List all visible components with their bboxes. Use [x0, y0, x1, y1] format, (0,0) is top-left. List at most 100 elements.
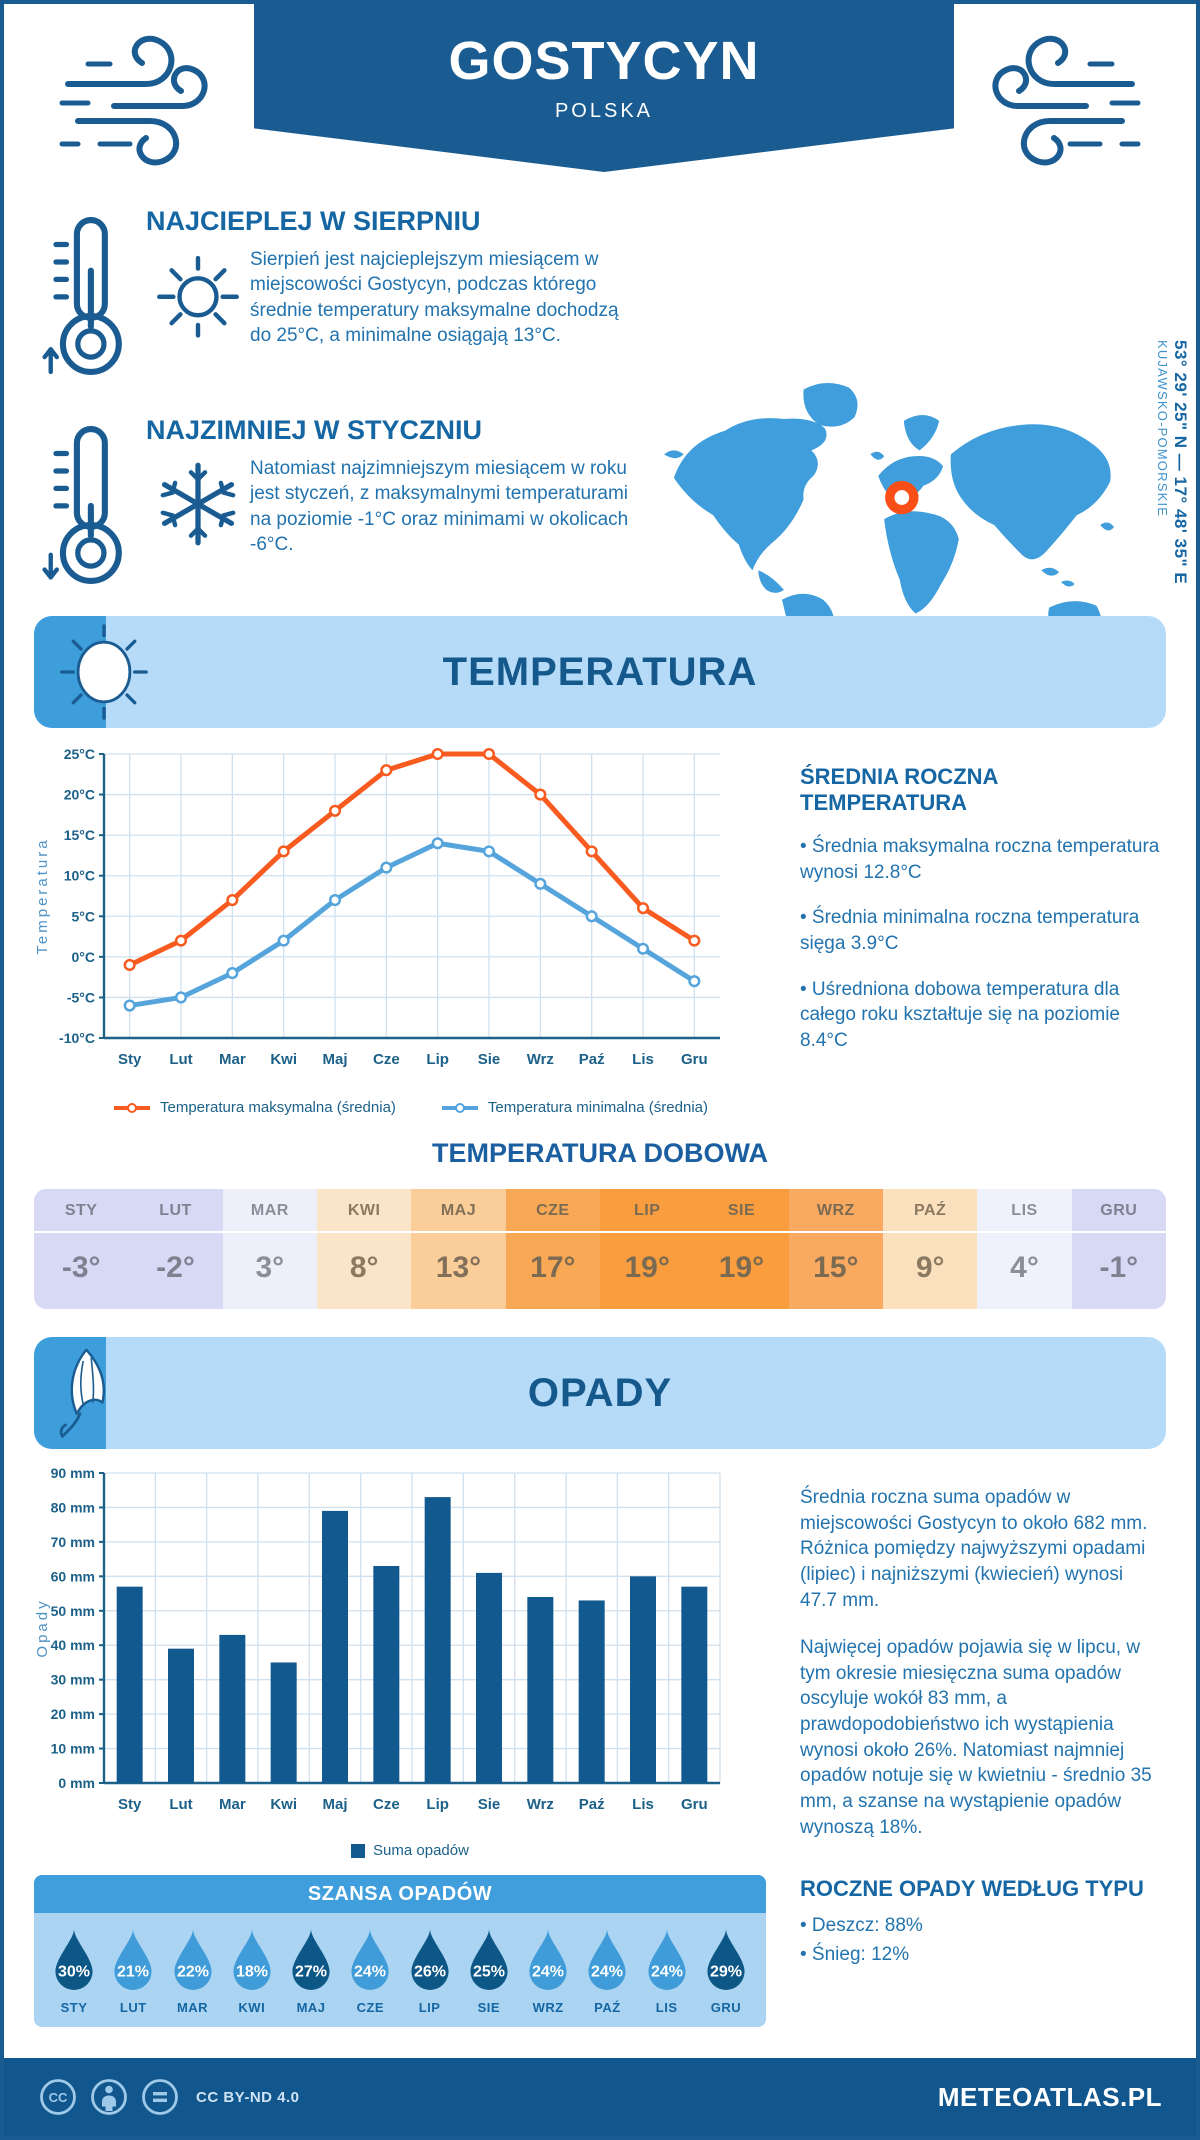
wind-icon	[54, 26, 214, 166]
svg-text:-5°C: -5°C	[67, 989, 95, 1005]
daily-temp-column: KWI 8°	[317, 1189, 412, 1309]
precipitation-chart-legend: Suma opadów	[34, 1842, 786, 1859]
chance-drop: 24% PAŹ	[579, 1927, 635, 2015]
cc-by-icon	[91, 2079, 127, 2115]
svg-text:Mar: Mar	[219, 1796, 246, 1813]
chance-month: MAR	[176, 2000, 209, 2015]
chance-month: CZE	[356, 2000, 385, 2015]
umbrella-banner-icon	[56, 1345, 136, 1446]
svg-text:0°C: 0°C	[72, 949, 96, 965]
daily-temp-value: -2°	[156, 1251, 195, 1284]
daily-temp-month: LUT	[128, 1189, 223, 1233]
daily-temp-month: WRZ	[788, 1189, 883, 1233]
svg-text:25%: 25%	[473, 1964, 505, 1981]
daily-temp-column: MAJ 13°	[411, 1189, 506, 1309]
temperature-chart: -10°C -5°C 0°C 5°C 10°C 15°C 20°C 25°C Sty Lut Mar…	[34, 738, 786, 1095]
precip-type-bullet: • Śnieg: 12%	[800, 1943, 910, 1965]
svg-text:10°C: 10°C	[64, 868, 95, 884]
daily-temp-month: STY	[34, 1189, 129, 1233]
chance-drop: 18% KWI	[224, 1927, 280, 2015]
sun-banner-icon	[56, 624, 152, 725]
chance-month: STY	[60, 2000, 88, 2015]
daily-temp-value: -3°	[61, 1251, 101, 1284]
coordinates-text: 53° 29' 25" N — 17° 48' 35" E	[1171, 340, 1190, 585]
svg-text:0 mm: 0 mm	[58, 1775, 95, 1791]
svg-text:Lis: Lis	[632, 1051, 654, 1068]
precipitation-banner: OPADY	[34, 1337, 1166, 1449]
svg-text:30 mm: 30 mm	[51, 1672, 95, 1688]
precipitation-chart: 0 mm 10 mm 20 mm 30 mm 40 mm 50 mm 60 mm 70 mm 8…	[34, 1459, 786, 1838]
daily-temp-month: LIS	[977, 1189, 1072, 1233]
svg-text:27%: 27%	[295, 1964, 327, 1981]
daily-temp-column: GRU -1°	[1071, 1189, 1166, 1309]
daily-temp-value: 8°	[349, 1251, 379, 1284]
daily-temp-month: GRU	[1071, 1189, 1166, 1233]
coldest-heading: NAJZIMNIEJ W STYCZNIU	[146, 415, 483, 445]
svg-text:Temperatura: Temperatura	[34, 837, 51, 954]
page-subtitle: POLSKA	[554, 100, 654, 122]
precipitation-title: OPADY	[527, 1370, 673, 1415]
chance-month: LIP	[418, 2000, 441, 2015]
svg-text:24%: 24%	[532, 1964, 564, 1981]
svg-text:18%: 18%	[236, 1964, 268, 1981]
temperature-banner: TEMPERATURA	[34, 616, 1166, 728]
svg-text:26%: 26%	[414, 1964, 446, 1981]
svg-text:-10°C: -10°C	[59, 1030, 95, 1046]
precipitation-section: 0 mm 10 mm 20 mm 30 mm 40 mm 50 mm 60 mm 70 mm 8…	[4, 1449, 1196, 2027]
chance-drop: 29% GRU	[698, 1927, 754, 2015]
svg-text:Kwi: Kwi	[270, 1051, 297, 1068]
daily-temp-month: KWI	[317, 1189, 412, 1233]
chance-title: SZANSA OPADÓW	[34, 1875, 766, 1913]
svg-text:24%: 24%	[354, 1964, 386, 1981]
svg-text:15°C: 15°C	[64, 827, 95, 843]
chance-drop: 30% STY	[46, 1927, 102, 2015]
svg-text:Opady: Opady	[34, 1598, 51, 1657]
daily-temp-month: PAŹ	[883, 1189, 978, 1233]
chance-drop: 22% MAR	[165, 1927, 221, 2015]
daily-temp-column: CZE 17°	[505, 1189, 600, 1309]
svg-text:20 mm: 20 mm	[51, 1706, 95, 1722]
svg-text:5°C: 5°C	[72, 908, 96, 924]
license-text: CC BY-ND 4.0	[196, 2088, 300, 2106]
daily-temp-value: -1°	[1099, 1251, 1139, 1284]
svg-text:70 mm: 70 mm	[51, 1534, 95, 1550]
svg-text:Sty: Sty	[118, 1051, 142, 1068]
daily-temp-column: LIP 19°	[600, 1189, 695, 1309]
temperature-chart-legend: Temperatura maksymalna (średnia) Temperat…	[34, 1099, 786, 1116]
svg-text:80 mm: 80 mm	[51, 1499, 95, 1515]
svg-text:Gru: Gru	[681, 1796, 708, 1813]
site-name: METEOATLAS.PL	[937, 2081, 1162, 2112]
warmest-text: Sierpień jest najcieplejszym miesiącem w…	[250, 249, 619, 346]
temperature-section: -10°C -5°C 0°C 5°C 10°C 15°C 20°C 25°C Sty Lut Mar…	[4, 728, 1196, 1116]
svg-text:24%: 24%	[651, 1964, 683, 1981]
daily-temp-column: LIS 4°	[977, 1189, 1072, 1309]
svg-text:20°C: 20°C	[64, 787, 95, 803]
svg-text:Lip: Lip	[426, 1796, 449, 1813]
svg-text:Cze: Cze	[373, 1051, 400, 1068]
footer: CC CC BY-ND 4.0 METEOATLAS.PL	[4, 2058, 1196, 2136]
daily-temp-month: MAJ	[411, 1189, 506, 1233]
coldest-month-block: NAJZIMNIEJ W STYCZNIU	[42, 413, 644, 596]
svg-text:Maj: Maj	[322, 1051, 347, 1068]
chance-month: LUT	[119, 2000, 147, 2015]
svg-text:Mar: Mar	[219, 1051, 246, 1068]
svg-text:Sty: Sty	[118, 1796, 142, 1813]
temperature-title: TEMPERATURA	[442, 649, 758, 694]
daily-temp-value: 19°	[718, 1251, 765, 1284]
thermometer-up-icon	[42, 204, 146, 387]
header: GOSTYCYN POLSKA	[4, 4, 1196, 182]
daily-temp-value: 13°	[435, 1251, 482, 1284]
daily-temp-column: MAR 3°	[222, 1189, 317, 1309]
svg-text:CC: CC	[49, 2090, 68, 2105]
svg-text:Maj: Maj	[322, 1796, 347, 1813]
daily-temp-value: 17°	[530, 1251, 576, 1284]
thermometer-down-icon	[42, 413, 146, 596]
svg-text:60 mm: 60 mm	[51, 1568, 95, 1584]
precip-paragraph: Najwięcej opadów pojawia się w lipcu, w …	[800, 1637, 1152, 1838]
chance-drop: 24% LIS	[639, 1927, 695, 2015]
chance-drop: 24% WRZ	[520, 1927, 576, 2015]
daily-temp-column: PAŹ 9°	[883, 1189, 978, 1309]
sun-icon	[146, 247, 250, 348]
svg-text:40 mm: 40 mm	[51, 1637, 95, 1653]
